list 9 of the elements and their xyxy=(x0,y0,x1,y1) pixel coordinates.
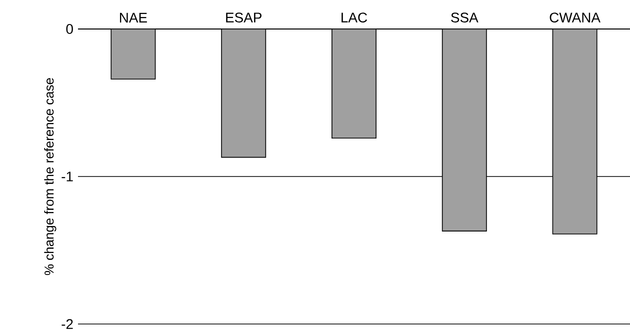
y-axis-title: % change from the reference case xyxy=(44,78,56,276)
x-tick-label: ESAP xyxy=(226,12,262,22)
x-tick-label: SSA xyxy=(451,12,478,22)
y-tick-label: -1 xyxy=(62,172,73,182)
y-tick-label: 0 xyxy=(66,24,73,34)
y-tick-label: -2 xyxy=(62,319,73,329)
x-tick-label: NAE xyxy=(120,12,147,22)
x-tick-label: CWANA xyxy=(550,12,600,22)
x-tick-label: LAC xyxy=(342,12,368,22)
